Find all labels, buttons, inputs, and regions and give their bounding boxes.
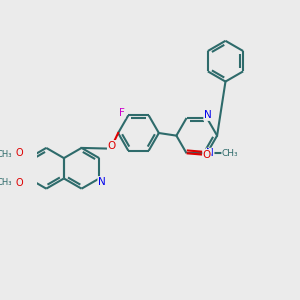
Text: CH₃: CH₃ bbox=[222, 149, 238, 158]
Text: F: F bbox=[119, 108, 125, 118]
Text: CH₃: CH₃ bbox=[0, 150, 12, 159]
Text: O: O bbox=[203, 150, 211, 160]
Text: CH₃: CH₃ bbox=[0, 178, 12, 187]
Text: N: N bbox=[204, 110, 212, 120]
Text: N: N bbox=[206, 148, 214, 158]
Text: N: N bbox=[98, 177, 106, 187]
Text: O: O bbox=[15, 148, 23, 158]
Text: O: O bbox=[107, 141, 116, 151]
Text: O: O bbox=[15, 178, 23, 188]
